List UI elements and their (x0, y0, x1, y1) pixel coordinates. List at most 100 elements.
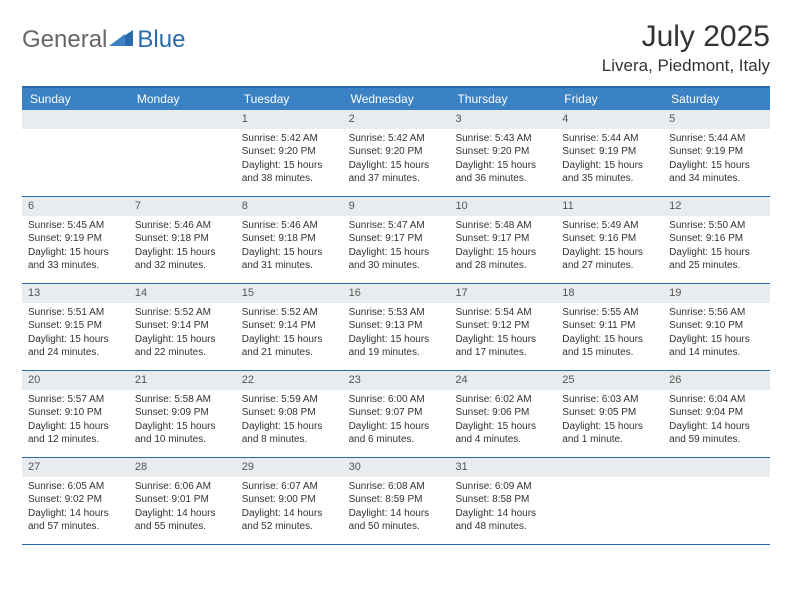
sunset-line: Sunset: 9:15 PM (28, 319, 123, 333)
location: Livera, Piedmont, Italy (602, 56, 770, 76)
daylight-line: Daylight: 15 hours and 32 minutes. (135, 246, 230, 273)
day-cell: 25Sunrise: 6:03 AMSunset: 9:05 PMDayligh… (556, 371, 663, 457)
daylight-line: Daylight: 15 hours and 22 minutes. (135, 333, 230, 360)
weekday-header: Saturday (663, 88, 770, 110)
day-number: 5 (663, 110, 770, 129)
day-body: Sunrise: 5:59 AMSunset: 9:08 PMDaylight:… (236, 390, 343, 451)
sunrise-line: Sunrise: 6:09 AM (455, 480, 550, 494)
sunset-line: Sunset: 8:58 PM (455, 493, 550, 507)
day-body: Sunrise: 5:44 AMSunset: 9:19 PMDaylight:… (663, 129, 770, 190)
day-cell: 16Sunrise: 5:53 AMSunset: 9:13 PMDayligh… (343, 284, 450, 370)
sunrise-line: Sunrise: 5:44 AM (562, 132, 657, 146)
header: General Blue July 2025 Livera, Piedmont,… (22, 20, 770, 76)
sunrise-line: Sunrise: 6:02 AM (455, 393, 550, 407)
sunset-line: Sunset: 9:18 PM (135, 232, 230, 246)
day-body: Sunrise: 6:02 AMSunset: 9:06 PMDaylight:… (449, 390, 556, 451)
sunset-line: Sunset: 9:20 PM (242, 145, 337, 159)
daylight-line: Daylight: 15 hours and 31 minutes. (242, 246, 337, 273)
sunrise-line: Sunrise: 5:52 AM (135, 306, 230, 320)
sunrise-line: Sunrise: 5:53 AM (349, 306, 444, 320)
sunset-line: Sunset: 9:06 PM (455, 406, 550, 420)
sunset-line: Sunset: 8:59 PM (349, 493, 444, 507)
day-body: Sunrise: 6:06 AMSunset: 9:01 PMDaylight:… (129, 477, 236, 538)
day-cell: 11Sunrise: 5:49 AMSunset: 9:16 PMDayligh… (556, 197, 663, 283)
weekday-header: Monday (129, 88, 236, 110)
day-number (663, 458, 770, 477)
sunrise-line: Sunrise: 5:46 AM (242, 219, 337, 233)
day-number: 27 (22, 458, 129, 477)
day-body: Sunrise: 5:56 AMSunset: 9:10 PMDaylight:… (663, 303, 770, 364)
day-number: 4 (556, 110, 663, 129)
daylight-line: Daylight: 15 hours and 17 minutes. (455, 333, 550, 360)
sunset-line: Sunset: 9:07 PM (349, 406, 444, 420)
daylight-line: Daylight: 15 hours and 21 minutes. (242, 333, 337, 360)
daylight-line: Daylight: 15 hours and 10 minutes. (135, 420, 230, 447)
sunset-line: Sunset: 9:04 PM (669, 406, 764, 420)
day-number: 12 (663, 197, 770, 216)
daylight-line: Daylight: 15 hours and 4 minutes. (455, 420, 550, 447)
day-cell: 24Sunrise: 6:02 AMSunset: 9:06 PMDayligh… (449, 371, 556, 457)
sunrise-line: Sunrise: 5:55 AM (562, 306, 657, 320)
sunrise-line: Sunrise: 5:59 AM (242, 393, 337, 407)
day-cell: 2Sunrise: 5:42 AMSunset: 9:20 PMDaylight… (343, 110, 450, 196)
day-cell: 17Sunrise: 5:54 AMSunset: 9:12 PMDayligh… (449, 284, 556, 370)
day-cell: 18Sunrise: 5:55 AMSunset: 9:11 PMDayligh… (556, 284, 663, 370)
day-number (556, 458, 663, 477)
day-cell (129, 110, 236, 196)
sunset-line: Sunset: 9:13 PM (349, 319, 444, 333)
sunrise-line: Sunrise: 6:03 AM (562, 393, 657, 407)
day-cell (663, 458, 770, 544)
daylight-line: Daylight: 15 hours and 30 minutes. (349, 246, 444, 273)
day-number: 25 (556, 371, 663, 390)
sunset-line: Sunset: 9:05 PM (562, 406, 657, 420)
day-body: Sunrise: 6:03 AMSunset: 9:05 PMDaylight:… (556, 390, 663, 451)
sunset-line: Sunset: 9:16 PM (669, 232, 764, 246)
sunrise-line: Sunrise: 5:51 AM (28, 306, 123, 320)
daylight-line: Daylight: 15 hours and 19 minutes. (349, 333, 444, 360)
day-number: 3 (449, 110, 556, 129)
day-cell: 30Sunrise: 6:08 AMSunset: 8:59 PMDayligh… (343, 458, 450, 544)
day-body: Sunrise: 5:52 AMSunset: 9:14 PMDaylight:… (236, 303, 343, 364)
day-cell: 22Sunrise: 5:59 AMSunset: 9:08 PMDayligh… (236, 371, 343, 457)
daylight-line: Daylight: 14 hours and 59 minutes. (669, 420, 764, 447)
day-cell: 7Sunrise: 5:46 AMSunset: 9:18 PMDaylight… (129, 197, 236, 283)
weekday-header: Tuesday (236, 88, 343, 110)
weekday-header: Sunday (22, 88, 129, 110)
sunset-line: Sunset: 9:10 PM (669, 319, 764, 333)
sunrise-line: Sunrise: 5:42 AM (242, 132, 337, 146)
logo-triangle-icon (109, 28, 135, 53)
daylight-line: Daylight: 14 hours and 57 minutes. (28, 507, 123, 534)
week-row: 20Sunrise: 5:57 AMSunset: 9:10 PMDayligh… (22, 371, 770, 458)
day-body: Sunrise: 5:53 AMSunset: 9:13 PMDaylight:… (343, 303, 450, 364)
sunrise-line: Sunrise: 5:49 AM (562, 219, 657, 233)
sunset-line: Sunset: 9:20 PM (455, 145, 550, 159)
day-number: 2 (343, 110, 450, 129)
logo: General Blue (22, 26, 185, 54)
day-number: 21 (129, 371, 236, 390)
sunset-line: Sunset: 9:00 PM (242, 493, 337, 507)
day-body: Sunrise: 5:48 AMSunset: 9:17 PMDaylight:… (449, 216, 556, 277)
daylight-line: Daylight: 15 hours and 38 minutes. (242, 159, 337, 186)
calendar: SundayMondayTuesdayWednesdayThursdayFrid… (22, 86, 770, 545)
daylight-line: Daylight: 15 hours and 27 minutes. (562, 246, 657, 273)
day-cell: 29Sunrise: 6:07 AMSunset: 9:00 PMDayligh… (236, 458, 343, 544)
sunrise-line: Sunrise: 5:43 AM (455, 132, 550, 146)
daylight-line: Daylight: 14 hours and 50 minutes. (349, 507, 444, 534)
day-number: 20 (22, 371, 129, 390)
sunrise-line: Sunrise: 6:06 AM (135, 480, 230, 494)
day-body: Sunrise: 5:47 AMSunset: 9:17 PMDaylight:… (343, 216, 450, 277)
day-body: Sunrise: 6:04 AMSunset: 9:04 PMDaylight:… (663, 390, 770, 451)
day-body: Sunrise: 5:43 AMSunset: 9:20 PMDaylight:… (449, 129, 556, 190)
day-cell: 9Sunrise: 5:47 AMSunset: 9:17 PMDaylight… (343, 197, 450, 283)
day-cell: 15Sunrise: 5:52 AMSunset: 9:14 PMDayligh… (236, 284, 343, 370)
day-cell: 8Sunrise: 5:46 AMSunset: 9:18 PMDaylight… (236, 197, 343, 283)
sunrise-line: Sunrise: 6:07 AM (242, 480, 337, 494)
day-body: Sunrise: 5:50 AMSunset: 9:16 PMDaylight:… (663, 216, 770, 277)
sunset-line: Sunset: 9:20 PM (349, 145, 444, 159)
sunrise-line: Sunrise: 5:52 AM (242, 306, 337, 320)
sunrise-line: Sunrise: 5:48 AM (455, 219, 550, 233)
day-number: 15 (236, 284, 343, 303)
day-body: Sunrise: 5:46 AMSunset: 9:18 PMDaylight:… (236, 216, 343, 277)
day-number (22, 110, 129, 129)
week-row: 13Sunrise: 5:51 AMSunset: 9:15 PMDayligh… (22, 284, 770, 371)
